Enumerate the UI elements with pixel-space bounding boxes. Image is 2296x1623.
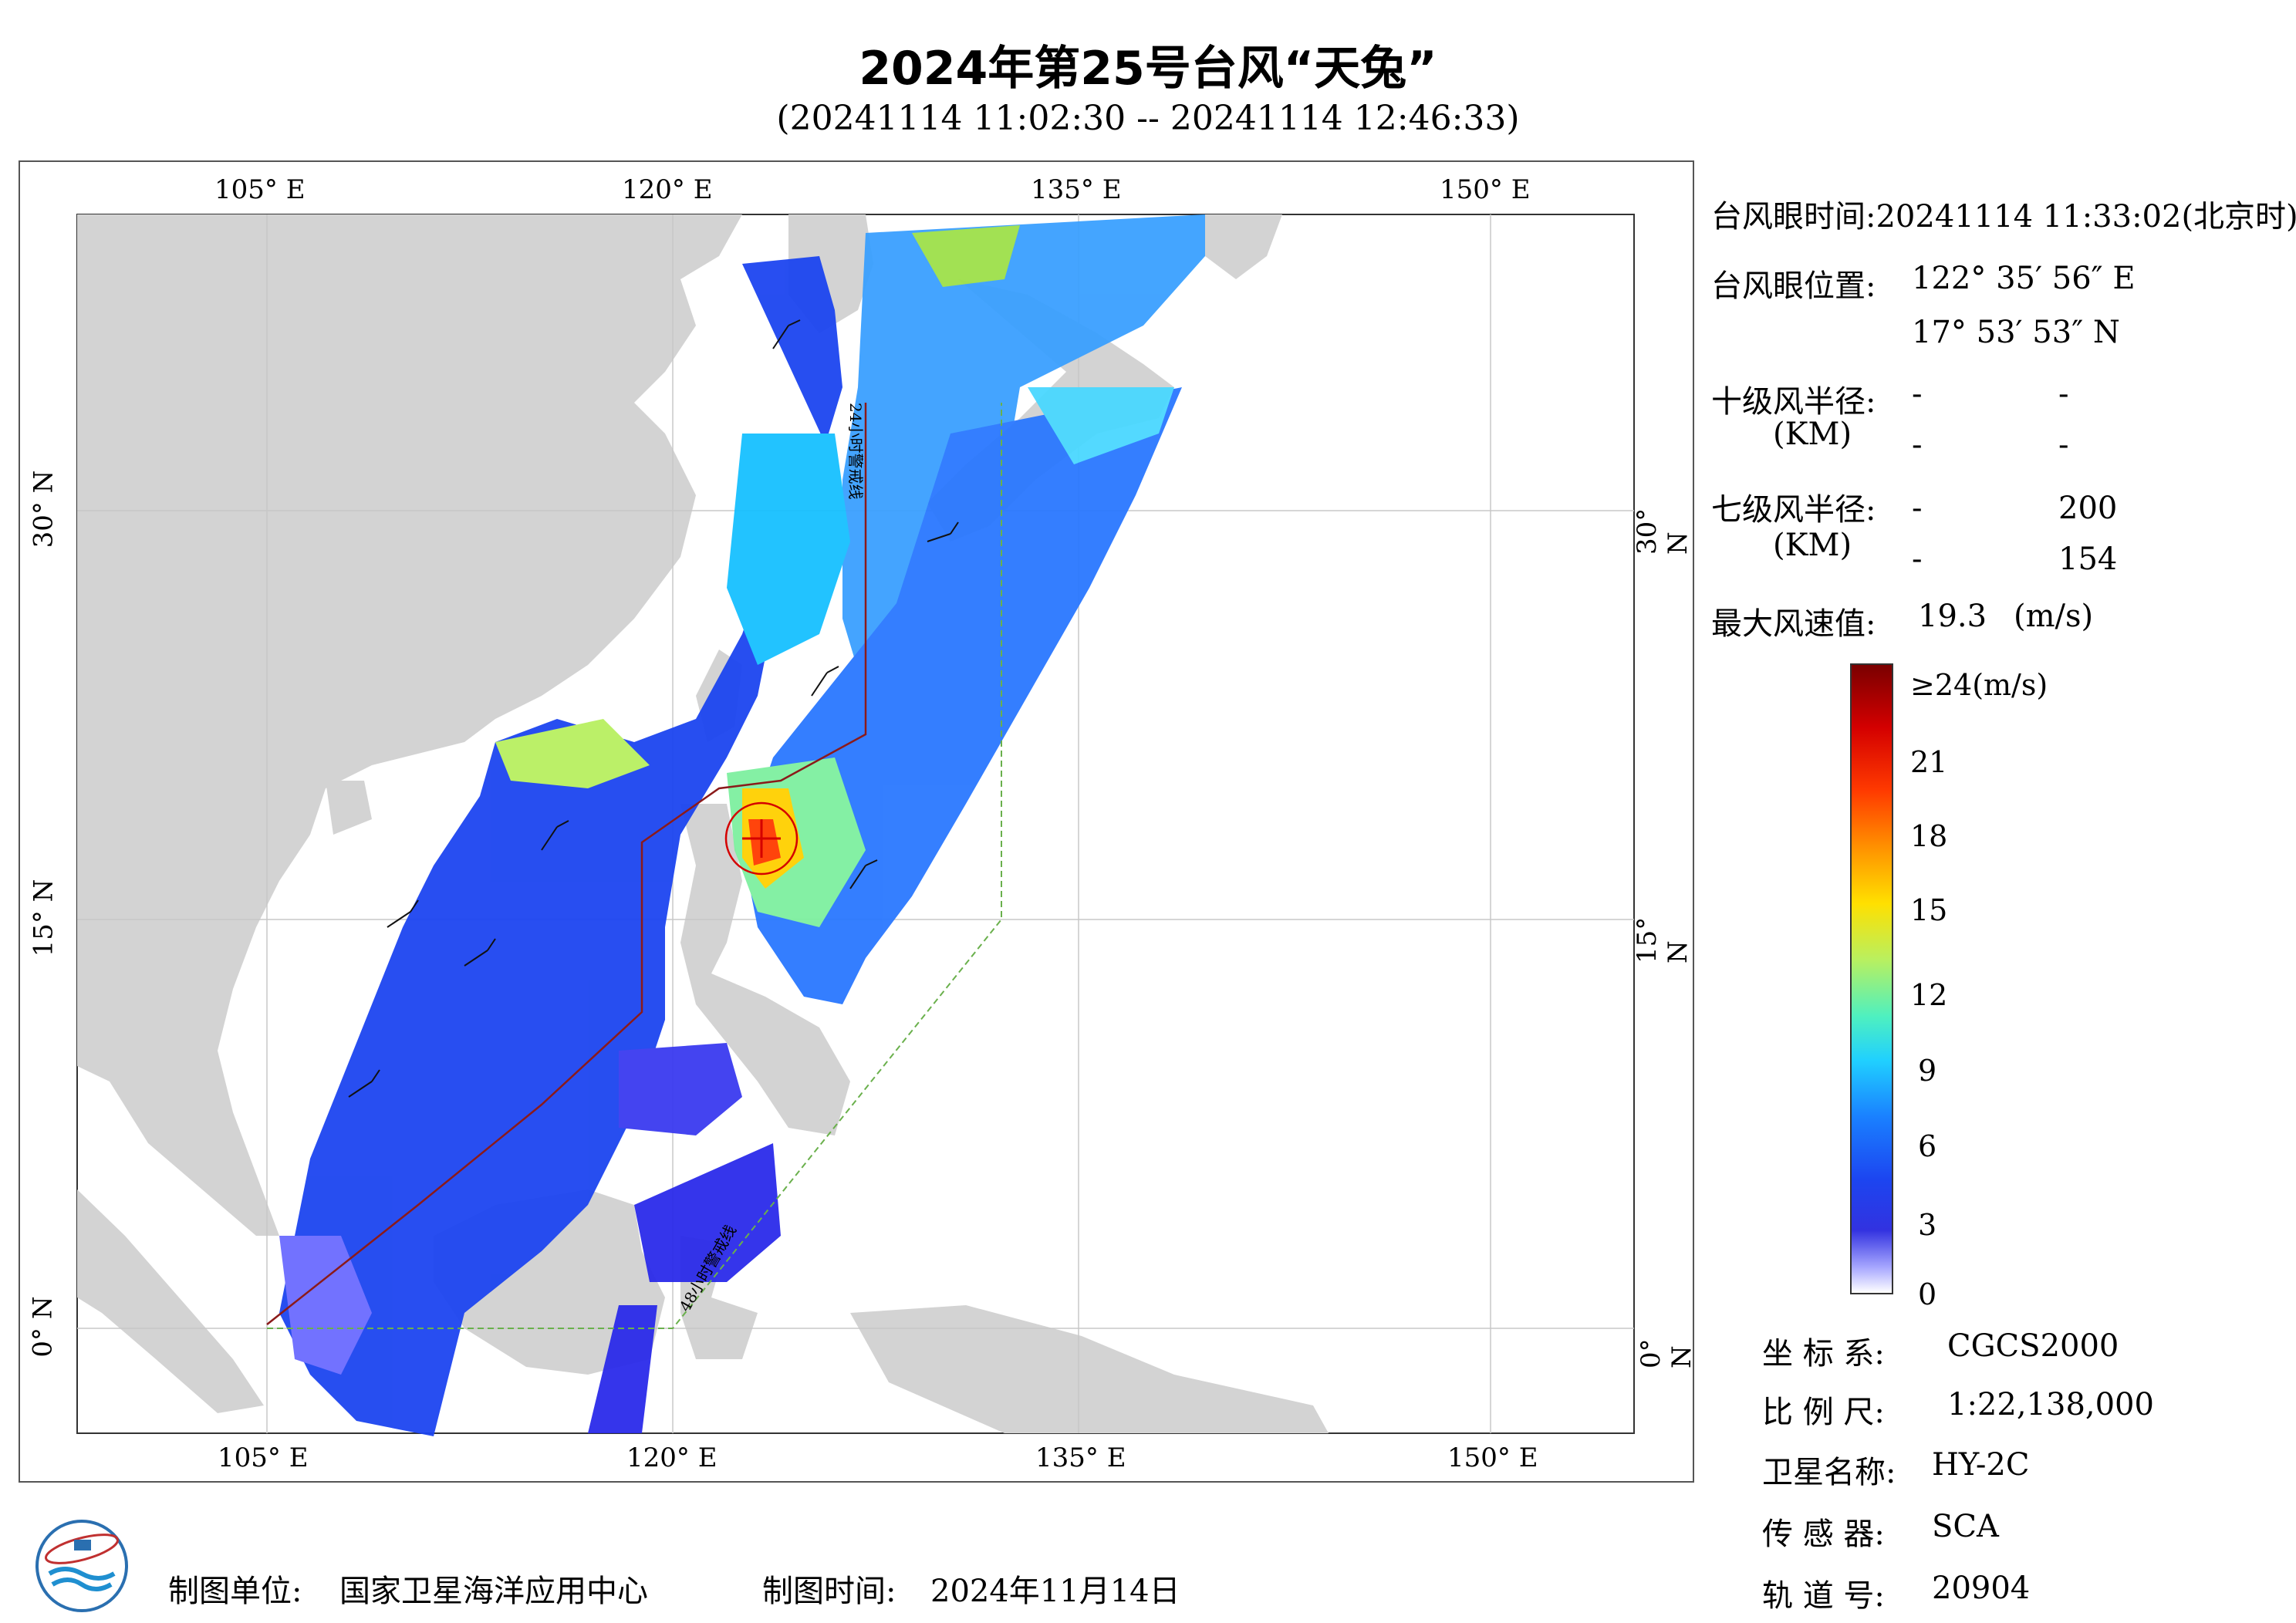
colorbar-tick-21: 21 xyxy=(1910,745,1948,779)
warning-line-48h xyxy=(267,403,1002,1329)
scale-label: 比 例 尺: xyxy=(1762,1395,1885,1430)
wind-barbs xyxy=(348,319,959,1098)
date-label: 制图时间: xyxy=(762,1574,896,1609)
lat-left-label-15: 15° N xyxy=(28,879,59,957)
coord-value: CGCS2000 xyxy=(1947,1328,2119,1364)
map-subtitle: (20241114 11:02:30 -- 20241114 12:46:33) xyxy=(776,99,1520,138)
eye-lon-value: 122° 35′ 56″ E xyxy=(1912,261,2136,296)
wind-swath xyxy=(279,214,1205,1436)
r7-value-nw: 200 xyxy=(2058,491,2118,526)
colorbar-top-label: ≥24(m/s) xyxy=(1910,668,2048,702)
lon-top-label-105: 105° E xyxy=(214,174,306,205)
label-24h-warning: 24小时警戒线 xyxy=(846,403,865,499)
r7-unit: (KM) xyxy=(1773,528,1852,563)
map-frame: 24小时警戒线 48小时警戒线 105° E 120° E 135° E 150… xyxy=(19,160,1697,1483)
r10-label: 十级风半径: xyxy=(1711,384,1876,420)
eye-pos-label: 台风眼位置: xyxy=(1711,268,1876,304)
r10-value-se: - xyxy=(1912,427,1923,463)
colorbar-tick-9: 9 xyxy=(1918,1054,1937,1088)
r10-value-nw: - xyxy=(2058,376,2069,412)
lat-right-label-0: 0° N xyxy=(1636,1338,1697,1368)
colorbar-tick-6: 6 xyxy=(1918,1129,1937,1163)
sensor-label: 传 感 器: xyxy=(1762,1517,1885,1552)
lon-bottom-label-120: 120° E xyxy=(626,1442,718,1473)
typhoon-eye-marker xyxy=(724,801,799,876)
satellite-value: HY-2C xyxy=(1932,1447,2030,1483)
colorbar-tick-3: 3 xyxy=(1918,1208,1937,1242)
maker-label: 制图单位: xyxy=(168,1574,302,1609)
colorbar-tick-18: 18 xyxy=(1910,819,1948,853)
maker-value: 国家卫星海洋应用中心 xyxy=(339,1574,648,1609)
lat-right-label-15: 15° N xyxy=(1632,916,1693,963)
eye-time-label: 台风眼时间: xyxy=(1711,199,1876,235)
eye-time-value: 20241114 11:33:02(北京时) xyxy=(1876,199,2296,235)
orbit-label: 轨 道 号: xyxy=(1762,1578,1885,1614)
r10-value-ne: - xyxy=(1912,376,1923,412)
warning-line-24h xyxy=(266,403,867,1325)
wind-field-map: 24小时警戒线 48小时警戒线 xyxy=(76,214,1635,1436)
nsoas-logo-icon xyxy=(34,1518,130,1614)
satellite-label: 卫星名称: xyxy=(1762,1455,1896,1490)
coord-label: 坐 标 系: xyxy=(1762,1336,1885,1372)
lat-right-label-30: 30° N xyxy=(1632,508,1693,555)
r10-unit: (KM) xyxy=(1773,417,1852,452)
max-wind-label: 最大风速值: xyxy=(1711,606,1876,642)
lon-bottom-label-135: 135° E xyxy=(1035,1442,1126,1473)
scale-value: 1:22,138,000 xyxy=(1947,1387,2154,1422)
r7-value-sw: 154 xyxy=(2058,542,2118,577)
max-wind-unit: (m/s) xyxy=(2014,599,2094,634)
lat-left-label-30: 30° N xyxy=(28,470,59,548)
date-value: 2024年11月14日 xyxy=(930,1574,1180,1609)
eye-lat-value: 17° 53′ 53″ N xyxy=(1912,315,2120,350)
max-wind-value: 19.3 xyxy=(1918,599,1987,634)
lon-top-label-120: 120° E xyxy=(622,174,713,205)
lon-bottom-label-150: 150° E xyxy=(1447,1442,1538,1473)
wind-speed-colorbar xyxy=(1850,663,1893,1294)
map-title: 2024年第25号台风“天兔” xyxy=(859,42,1437,96)
colorbar-tick-15: 15 xyxy=(1910,893,1948,927)
orbit-value: 20904 xyxy=(1932,1571,2031,1606)
lon-bottom-label-105: 105° E xyxy=(218,1442,309,1473)
colorbar-tick-12: 12 xyxy=(1910,978,1948,1012)
lat-left-label-0: 0° N xyxy=(27,1296,59,1358)
sensor-value: SCA xyxy=(1932,1509,1999,1544)
r7-value-ne: - xyxy=(1912,491,1923,526)
lon-top-label-150: 150° E xyxy=(1440,174,1531,205)
lon-top-label-135: 135° E xyxy=(1031,174,1122,205)
r7-value-se: - xyxy=(1912,542,1923,577)
colorbar-tick-0: 0 xyxy=(1918,1277,1937,1311)
r10-value-sw: - xyxy=(2058,427,2069,463)
r7-label: 七级风半径: xyxy=(1711,492,1876,528)
